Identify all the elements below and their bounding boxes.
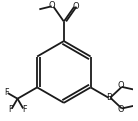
Text: O: O	[49, 1, 56, 10]
Text: F: F	[4, 88, 8, 97]
Text: F: F	[22, 105, 27, 113]
Text: B: B	[106, 93, 112, 102]
Text: F: F	[8, 105, 13, 113]
Text: O: O	[118, 81, 124, 90]
Text: O: O	[118, 105, 124, 114]
Text: O: O	[73, 2, 79, 11]
